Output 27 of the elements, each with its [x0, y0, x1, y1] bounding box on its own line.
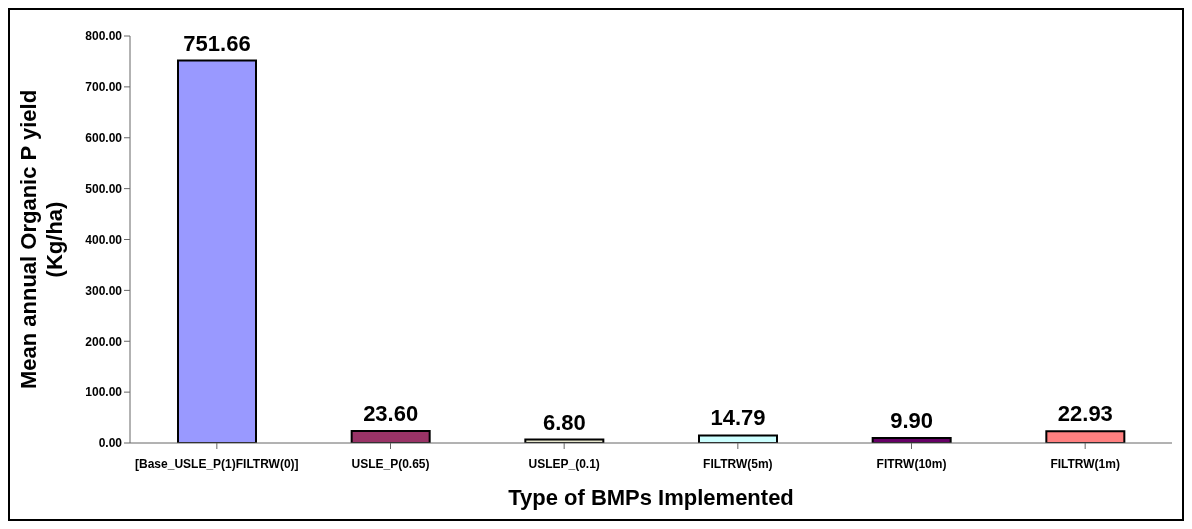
y-tick-label: 400.00 [85, 232, 123, 247]
data-label: 9.90 [890, 407, 934, 433]
bar [350, 429, 431, 443]
data-label: 22.93 [1057, 401, 1113, 427]
bar [1045, 430, 1126, 443]
bar [177, 59, 257, 443]
data-label: 23.60 [363, 400, 419, 426]
x-tick-label: USLEP_(0.1) [528, 456, 600, 471]
x-tick-label: FITRW(10m) [876, 456, 947, 471]
x-tick-label: FILTRW(1m) [1050, 456, 1120, 471]
y-tick-label: 600.00 [85, 131, 123, 146]
y-tick-label: 700.00 [85, 80, 123, 95]
y-axis-title: Mean annual Organic P yield (Kg/ha) [16, 89, 67, 390]
y-tick-label: 0.00 [98, 436, 123, 451]
x-tick-label: FILTRW(5m) [703, 456, 773, 471]
x-axis-title: Type of BMPs Implemented [508, 485, 794, 510]
data-label: 14.79 [710, 405, 766, 431]
y-tick-label: 300.00 [85, 283, 123, 298]
x-tick-label: USLE_P(0.65) [351, 456, 430, 471]
y-tick-label: 100.00 [85, 385, 123, 400]
data-label: 6.80 [542, 409, 586, 435]
y-tick-label: 200.00 [85, 334, 123, 349]
y-tick-label: 800.00 [85, 29, 123, 44]
y-tick-label: 500.00 [85, 181, 123, 196]
x-tick-label: [Base_USLE_P(1)FILTRW(0)] [135, 456, 299, 471]
data-label: 751.66 [183, 30, 251, 56]
bar [698, 434, 778, 443]
